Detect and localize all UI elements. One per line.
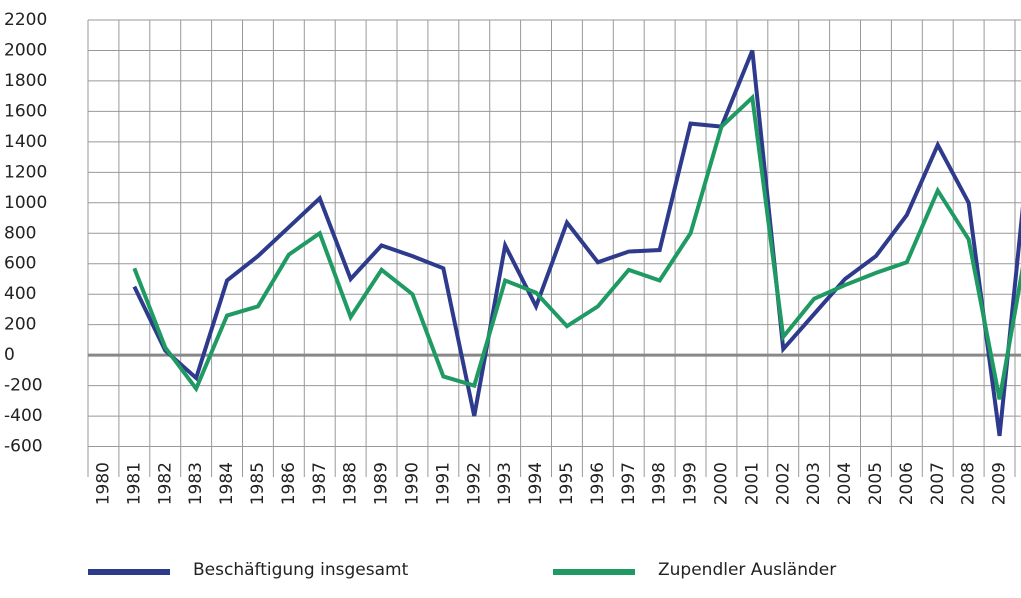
x-tick-label: 1991 [433,462,453,505]
x-tick-label: 2002 [773,462,793,505]
x-tick-label: 1997 [619,462,639,505]
x-tick-label: 2008 [959,462,979,505]
y-tick-label: 2200 [4,10,47,30]
y-tick-label: 200 [4,315,36,335]
legend-label: Zupendler Ausländer [658,560,836,580]
legend-label: Beschäftigung insgesamt [193,560,409,580]
x-tick-label: 1987 [310,462,330,505]
x-tick-label: 2007 [928,462,948,505]
y-tick-label: 1800 [4,71,47,91]
x-tick-label: 1980 [93,462,113,505]
y-tick-label: 1400 [4,132,47,152]
y-tick-label: 2000 [4,40,47,60]
x-tick-label: 2003 [804,462,824,505]
x-tick-label: 1995 [557,462,577,505]
x-tick-label: 2000 [711,462,731,505]
x-tick-label: 2006 [897,462,917,505]
x-tick-label: 1992 [464,462,484,505]
x-tick-label: 1981 [124,462,144,505]
series-line [132,93,1021,400]
x-tick-label: 2009 [990,462,1010,505]
y-tick-label: 400 [4,284,36,304]
x-tick-label: 1984 [217,462,237,505]
y-tick-label: -400 [4,406,43,426]
x-tick-label: 1998 [650,462,670,505]
x-tick-label: 1986 [279,462,299,505]
x-tick-label: 1990 [402,462,422,505]
y-tick-label: 800 [4,223,36,243]
x-tick-label: 2004 [835,462,855,505]
y-tick-label: 1600 [4,101,47,121]
y-tick-label: 600 [4,254,36,274]
y-tick-label: 1000 [4,193,47,213]
y-tick-label: 1200 [4,162,47,182]
x-tick-label: 1985 [248,462,268,505]
x-tick-label: 1996 [588,462,608,505]
x-tick-label: 1982 [155,462,175,505]
x-tick-label: 1993 [495,462,515,505]
y-tick-label: -200 [4,376,43,396]
x-tick-label: 1999 [681,462,701,505]
y-tick-label: 0 [4,345,15,365]
series-line [132,49,1021,437]
x-tick-label: 1989 [372,462,392,505]
y-tick-label: -600 [4,437,43,457]
x-tick-label: 1983 [186,462,206,505]
x-tick-label: 2005 [866,462,886,505]
x-tick-label: 1988 [341,462,361,505]
x-tick-label: 1994 [526,462,546,505]
x-tick-label: 2001 [742,462,762,505]
